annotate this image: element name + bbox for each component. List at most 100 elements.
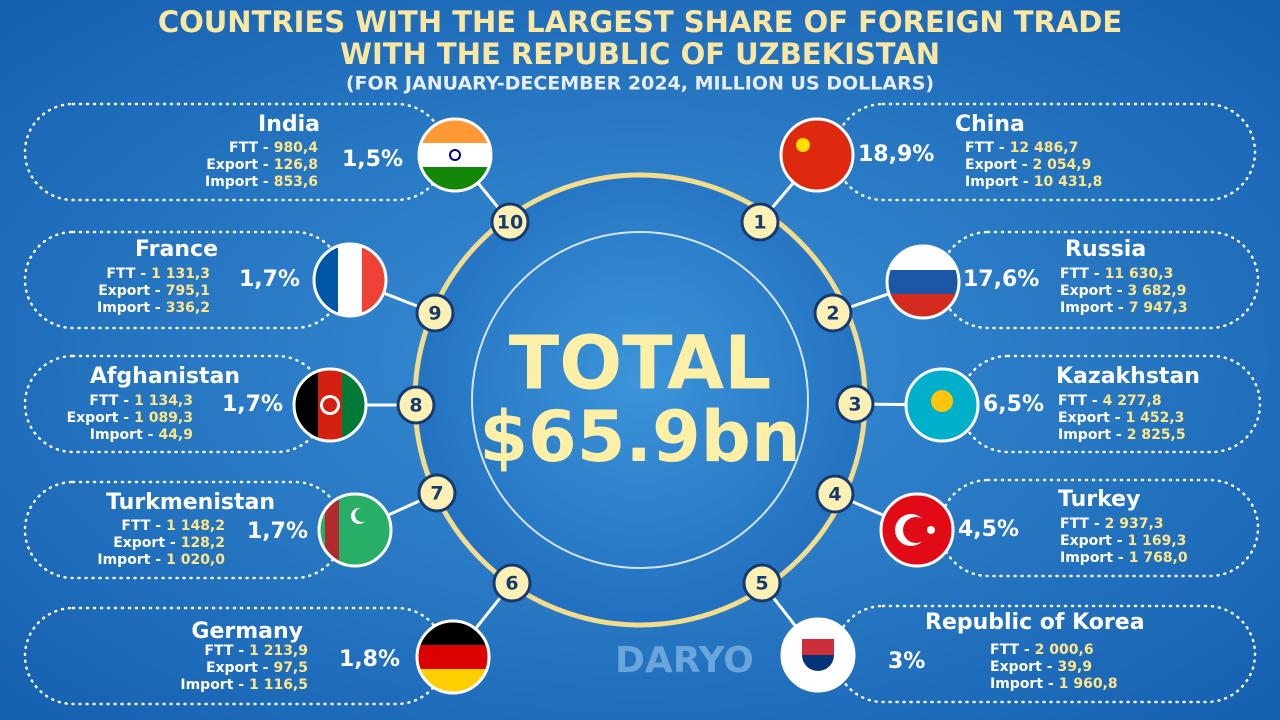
trade-line: FTT - 980,4 xyxy=(229,140,318,156)
rank-number: 8 xyxy=(409,395,422,417)
trade-label: Import - xyxy=(990,676,1054,692)
trade-label: Export - xyxy=(1060,283,1123,299)
info-pill xyxy=(958,354,1262,454)
subtitle: (FOR JANUARY-DECEMBER 2024, MILLION US D… xyxy=(346,73,934,95)
flag-border xyxy=(780,617,856,693)
country-name: China xyxy=(955,112,1025,137)
flag xyxy=(779,117,855,193)
trade-value: 126,8 xyxy=(274,157,318,173)
title-line-1: COUNTRIES WITH THE LARGEST SHARE OF FORE… xyxy=(158,5,1122,39)
country-name: Turkey xyxy=(1058,487,1140,512)
flag xyxy=(885,244,961,320)
trade-label: FTT - xyxy=(1060,516,1100,532)
rank-number: 2 xyxy=(826,303,839,325)
flag-emblem xyxy=(903,517,929,543)
total-value: $65.9bn xyxy=(479,396,800,478)
rank-number: 6 xyxy=(505,573,518,595)
trade-line: FTT - 1 134,3 xyxy=(89,393,193,409)
trade-label: FTT - xyxy=(1058,393,1098,409)
trade-value: 4 277,8 xyxy=(1103,393,1162,409)
trade-value: 39,9 xyxy=(1058,659,1093,675)
flag-emblem xyxy=(355,508,369,522)
trade-value: 2 000,6 xyxy=(1035,642,1094,658)
trade-value: 1 169,3 xyxy=(1128,533,1187,549)
trade-line: Import - 1 116,5 xyxy=(180,677,308,693)
rank-badge xyxy=(490,202,530,242)
rank-badge xyxy=(492,563,532,603)
rank-badge xyxy=(415,293,455,333)
trade-value: 128,2 xyxy=(181,535,225,551)
flag-body xyxy=(906,369,978,441)
trade-value: 3 682,9 xyxy=(1128,283,1187,299)
trade-label: Import - xyxy=(1058,427,1122,443)
country-name: Kazakhstan xyxy=(1056,364,1200,389)
rank-number: 9 xyxy=(428,303,441,325)
trade-label: Import - xyxy=(205,174,269,190)
flag xyxy=(417,117,493,193)
share: 1,7% xyxy=(247,519,308,544)
title-line-2: WITH THE REPUBLIC OF UZBEKISTAN xyxy=(340,37,940,71)
trade-label: FTT - xyxy=(965,140,1005,156)
rank-badge xyxy=(742,563,782,603)
flag-stripe xyxy=(802,639,834,655)
trade-line: Export - 39,9 xyxy=(990,659,1092,675)
rank-number: 4 xyxy=(828,484,841,506)
trade-label: Export - xyxy=(98,283,161,299)
country-name: Germany xyxy=(191,619,303,644)
trade-line: Export -97,5 xyxy=(206,660,308,676)
trade-line: Import - 853,6 xyxy=(205,174,318,190)
flag-body xyxy=(781,119,853,191)
flag-stripe xyxy=(887,270,959,295)
trade-line: Export - 126,8 xyxy=(206,157,318,173)
rank-badge xyxy=(813,293,853,333)
trade-value: 1 148,2 xyxy=(166,518,225,534)
trade-value: 1 960,8 xyxy=(1059,676,1118,692)
share: 1,5% xyxy=(342,147,403,172)
trade-value: 2 054,9 xyxy=(1033,157,1092,173)
flag xyxy=(415,619,491,695)
trade-label: Import - xyxy=(1060,300,1124,316)
trade-line: Import - 7 947,3 xyxy=(1060,300,1188,316)
share: 18,9% xyxy=(858,142,934,167)
country-name: France xyxy=(135,237,218,262)
flag-stripe xyxy=(417,645,489,670)
trade-line: Export - 128,2 xyxy=(113,535,225,551)
watermark: DARYO xyxy=(615,640,754,681)
flag-border xyxy=(312,242,388,318)
trade-value: 1 116,5 xyxy=(249,677,308,693)
trade-value: 1 134,3 xyxy=(134,393,193,409)
trade-label: Export - xyxy=(965,157,1028,173)
share: 17,6% xyxy=(963,267,1039,292)
trade-line: Export - 1 169,3 xyxy=(1060,533,1186,549)
info-pill xyxy=(938,478,1260,578)
flag-border xyxy=(292,367,368,443)
trade-label: FTT - xyxy=(89,393,129,409)
flag-emblem xyxy=(323,398,337,412)
flag-stripe xyxy=(325,494,339,566)
flag xyxy=(904,367,980,443)
trade-label: FTT - xyxy=(106,266,146,282)
rank-number: 10 xyxy=(497,212,523,234)
country-name: Afghanistan xyxy=(90,364,240,389)
trade-line: Import - 336,2 xyxy=(97,300,210,316)
trade-value: 853,6 xyxy=(274,174,318,190)
trade-label: Export - xyxy=(1060,533,1123,549)
trade-line: Import -44,9 xyxy=(90,427,193,443)
trade-line: FTT - 1 213,9 xyxy=(204,643,308,659)
flag-border xyxy=(904,367,980,443)
flag-border xyxy=(885,244,961,320)
country-name: Turkmenistan xyxy=(106,490,275,515)
flag-border xyxy=(879,492,955,568)
trade-line: FTT - 4 277,8 xyxy=(1058,393,1162,409)
trade-label: FTT - xyxy=(1060,266,1100,282)
flag-body xyxy=(881,494,953,566)
flag xyxy=(312,242,388,318)
trade-line: Import - 2 825,5 xyxy=(1058,427,1186,443)
country-name: Republic of Korea xyxy=(925,610,1145,635)
trade-label: FTT - xyxy=(121,518,161,534)
share: 1,7% xyxy=(222,392,283,417)
trade-label: Export - xyxy=(990,659,1053,675)
flag-body xyxy=(319,494,391,566)
